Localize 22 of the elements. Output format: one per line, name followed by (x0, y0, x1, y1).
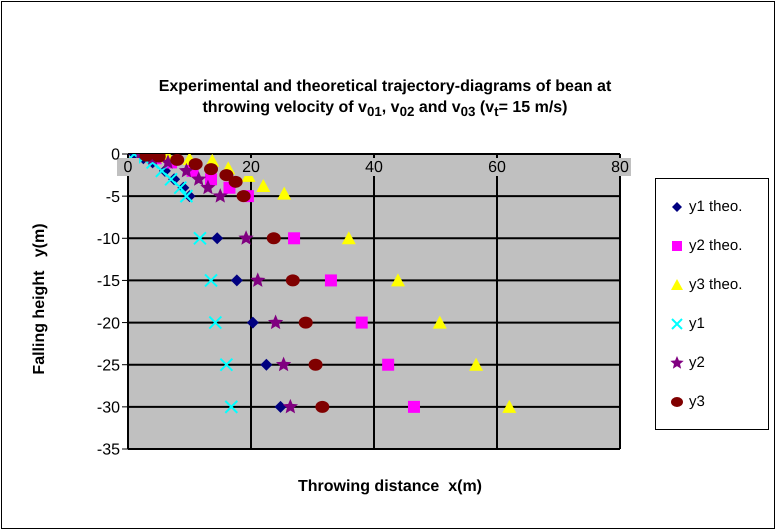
x-tick-label: 0 (124, 159, 133, 176)
legend-label: y1 theo. (689, 198, 742, 215)
y-tick-label: -25 (96, 357, 120, 374)
legend-label: y2 (689, 354, 705, 371)
x-tick-label: 40 (365, 159, 383, 176)
legend-label: y3 (689, 393, 705, 410)
y-tick-label: 0 (111, 146, 120, 164)
y-tick-label: -20 (96, 315, 120, 332)
y-tick-label: -5 (106, 188, 120, 206)
y-tick-label: -30 (96, 400, 120, 417)
legend-label: y2 theo. (689, 237, 742, 254)
x-axis-title: Throwing distance x(m) (296, 478, 483, 496)
y-tick-label: -10 (96, 230, 120, 248)
y-tick-label: -35 (96, 442, 120, 459)
y-axis-title: Falling height y(m) (31, 222, 49, 377)
legend-label: y3 theo. (689, 276, 742, 293)
x-tick-label: 80 (611, 159, 629, 176)
x-tick-label: 60 (488, 159, 506, 176)
legend-label: y1 (689, 315, 705, 332)
x-tick-label: 20 (242, 159, 260, 176)
chart-title: Experimental and theoretical trajectory-diagrams of bean at throwing velocity of v$_{01}$, v$_{02}$ and v$_{03}$ (v$_{t}$= 15 m/s) (158, 78, 612, 120)
y-tick-label: -15 (96, 273, 120, 290)
